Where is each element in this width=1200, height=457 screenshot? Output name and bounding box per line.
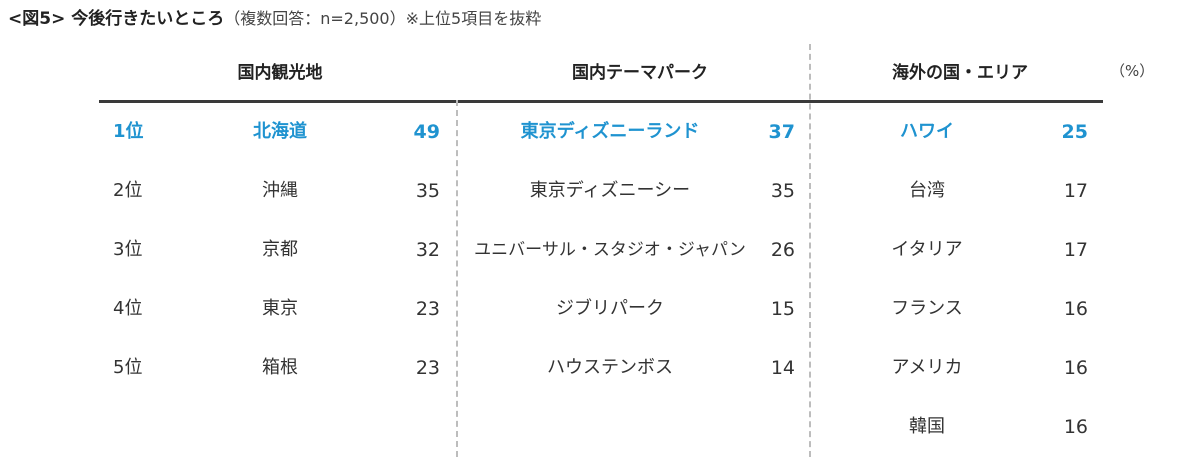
chart-title-main: <図5> 今後行きたいところ <box>8 9 225 29</box>
theme-park-name-1: 東京ディズニーランド <box>520 121 700 142</box>
theme-park-value-2: 35 <box>770 180 795 202</box>
domestic-sightseeing-value-3: 32 <box>415 239 440 261</box>
domestic-sightseeing-name-1: 北海道 <box>253 121 307 142</box>
theme-park-value-4: 15 <box>770 298 795 320</box>
overseas-value-2: 17 <box>1063 180 1088 202</box>
rank-label-5: 5位 <box>113 357 143 378</box>
domestic-sightseeing-name-4: 東京 <box>262 298 298 319</box>
rank-label-1: 1位 <box>113 121 144 142</box>
domestic-sightseeing-value-4: 23 <box>415 298 440 320</box>
overseas-name-4: フランス <box>891 298 963 319</box>
theme-park-name-2: 東京ディズニーシー <box>529 180 691 201</box>
chart-title: <図5> 今後行きたいところ（複数回答：n=2,500）※上位5項目を抜粋 <box>8 4 541 34</box>
overseas-value-5: 16 <box>1063 357 1088 379</box>
chart-title-sample: （複数回答：n=2,500） <box>224 9 406 28</box>
domestic-sightseeing-name-5: 箱根 <box>262 357 298 378</box>
rank-label-4: 4位 <box>113 298 143 319</box>
rank-label-3: 3位 <box>113 239 143 260</box>
chart-title-note: ※上位5項目を抜粋 <box>405 9 542 28</box>
header-rule <box>99 100 1103 103</box>
theme-park-name-5: ハウステンボス <box>547 357 673 378</box>
rank-label-2: 2位 <box>113 180 143 201</box>
column-divider-1 <box>456 100 458 457</box>
overseas-name-6: 韓国 <box>909 416 945 437</box>
overseas-value-4: 16 <box>1063 298 1088 320</box>
overseas-value-6: 16 <box>1063 416 1088 438</box>
overseas-value-1: 25 <box>1061 121 1088 143</box>
domestic-sightseeing-value-1: 49 <box>413 121 440 143</box>
column-header-domestic-theme-park: 国内テーマパーク <box>572 63 708 83</box>
column-header-overseas: 海外の国・エリア <box>892 63 1028 83</box>
theme-park-value-3: 26 <box>770 239 795 261</box>
domestic-sightseeing-value-2: 35 <box>415 180 440 202</box>
domestic-sightseeing-name-3: 京都 <box>262 239 298 260</box>
theme-park-name-3: ユニバーサル・スタジオ・ジャパン <box>474 240 746 260</box>
unit-label: （%） <box>1110 62 1155 80</box>
theme-park-value-5: 14 <box>770 357 795 379</box>
domestic-sightseeing-name-2: 沖縄 <box>262 180 298 201</box>
theme-park-value-1: 37 <box>768 121 795 143</box>
overseas-value-3: 17 <box>1063 239 1088 261</box>
column-divider-2 <box>809 44 811 457</box>
overseas-name-2: 台湾 <box>909 180 945 201</box>
column-header-domestic-sightseeing: 国内観光地 <box>237 63 323 83</box>
overseas-name-3: イタリア <box>891 239 963 260</box>
theme-park-name-4: ジブリパーク <box>556 298 664 319</box>
overseas-name-1: ハワイ <box>900 121 954 142</box>
domestic-sightseeing-value-5: 23 <box>415 357 440 379</box>
overseas-name-5: アメリカ <box>891 357 963 378</box>
